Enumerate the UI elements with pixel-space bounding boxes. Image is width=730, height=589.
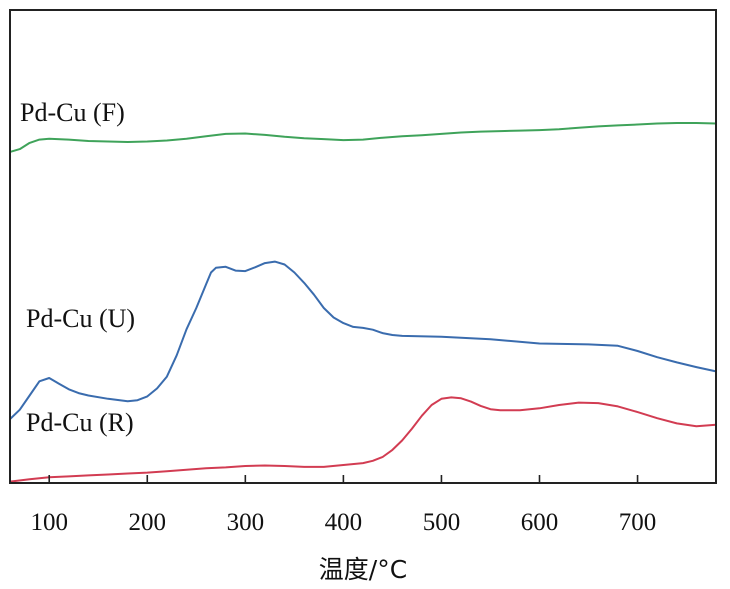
series-layer — [9, 122, 717, 483]
x-tick-label-600: 600 — [521, 509, 559, 536]
series-label-pd-cu-r: Pd-Cu (R) — [26, 408, 134, 437]
x-tick-label-700: 700 — [619, 509, 657, 536]
x-axis-title: 温度/°C — [319, 555, 407, 584]
series-line-pd-cu-f — [9, 122, 717, 153]
x-axis: 100 200 300 400 500 600 700 — [30, 475, 656, 536]
series-line-pd-cu-r — [9, 396, 717, 483]
x-tick-label-300: 300 — [227, 509, 265, 536]
series-line-pd-cu-u — [9, 260, 717, 421]
series-label-pd-cu-f: Pd-Cu (F) — [20, 98, 125, 127]
plot-frame — [9, 9, 717, 484]
series-label-pd-cu-u: Pd-Cu (U) — [26, 304, 135, 333]
x-tick-label-400: 400 — [325, 509, 363, 536]
x-tick-label-100: 100 — [30, 509, 68, 536]
x-tick-label-200: 200 — [129, 509, 167, 536]
x-tick-label-500: 500 — [423, 509, 461, 536]
